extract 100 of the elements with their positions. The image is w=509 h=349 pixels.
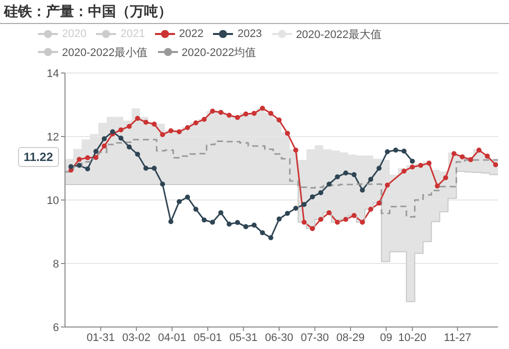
point: [85, 155, 90, 160]
point: [384, 149, 390, 154]
point: [193, 120, 198, 126]
point: [268, 235, 274, 240]
x-tick-label: 10-20: [398, 332, 426, 344]
point: [276, 216, 282, 222]
point: [352, 172, 357, 178]
point: [168, 128, 174, 134]
point: [310, 194, 315, 200]
point: [293, 148, 298, 153]
legend-label: 2023: [237, 28, 262, 40]
point: [202, 218, 207, 223]
point: [484, 154, 490, 159]
x-tick-label: 11-27: [444, 332, 472, 344]
point: [268, 110, 274, 116]
point: [343, 216, 348, 222]
point: [302, 220, 307, 225]
point: [68, 164, 74, 170]
point: [168, 219, 174, 224]
x-tick-label: 09: [380, 332, 392, 344]
legend-label: 2020-2022最小值: [62, 46, 148, 60]
point: [234, 114, 240, 120]
point: [360, 220, 365, 225]
point: [318, 216, 324, 222]
point: [135, 152, 140, 157]
x-tick-label: 03-02: [122, 332, 150, 344]
point: [135, 116, 140, 121]
point: [476, 148, 482, 153]
point: [76, 162, 82, 168]
point: [234, 220, 240, 226]
point: [443, 175, 448, 180]
point: [326, 210, 332, 216]
point: [143, 166, 148, 171]
point: [210, 220, 216, 225]
y-tick-label: 8: [52, 258, 59, 270]
point: [218, 210, 224, 216]
point: [226, 222, 232, 227]
point: [334, 174, 340, 180]
point: [126, 144, 132, 150]
point: [468, 157, 474, 162]
point: [284, 210, 290, 216]
point: [318, 190, 324, 196]
point: [102, 144, 107, 149]
point: [434, 184, 440, 189]
point: [393, 148, 398, 153]
x-tick-label: 08-29: [336, 332, 365, 344]
point: [368, 176, 374, 182]
point: [260, 106, 265, 111]
point: [252, 110, 257, 116]
point: [426, 160, 432, 166]
point: [143, 120, 148, 125]
point: [334, 220, 340, 225]
point: [126, 124, 132, 129]
point: [360, 188, 365, 193]
point: [460, 154, 465, 160]
point: [368, 206, 374, 212]
y-tick-label: 6: [52, 322, 59, 334]
chart-title: 硅铁：产量：中国（万吨）: [0, 0, 509, 24]
point: [451, 151, 456, 156]
point: [93, 154, 98, 160]
point: [310, 226, 315, 232]
point: [276, 117, 282, 122]
point: [493, 162, 498, 168]
point: [410, 158, 415, 164]
point: [102, 136, 107, 142]
x-tick-label: 05-31: [229, 332, 258, 344]
point: [226, 112, 232, 118]
point: [252, 222, 257, 228]
point: [176, 199, 182, 204]
legend-label: 2020-2022均值: [182, 46, 256, 60]
y-tick-label: 10: [46, 194, 59, 207]
x-tick-label: 01-31: [86, 332, 115, 344]
x-tick-label: 07-30: [300, 332, 329, 344]
legend-label: 2020-2022最大值: [296, 28, 382, 42]
point: [185, 194, 190, 200]
point: [118, 127, 124, 132]
y-tick-label: 14: [46, 68, 59, 80]
point: [152, 166, 157, 171]
text: 11.22: [18, 147, 59, 167]
point: [384, 182, 390, 188]
point: [202, 116, 207, 122]
point: [193, 206, 198, 212]
point: [185, 125, 190, 130]
point: [352, 213, 357, 218]
point: [410, 164, 415, 170]
point: [376, 166, 382, 171]
point: [243, 111, 248, 116]
point: [118, 136, 124, 141]
point: [176, 129, 182, 134]
point: [93, 148, 98, 154]
point: [210, 108, 216, 114]
point: [76, 156, 82, 162]
point: [418, 162, 424, 168]
point: [160, 132, 166, 138]
x-tick-label: 06-30: [265, 332, 294, 344]
point: [284, 130, 290, 136]
point: [402, 168, 407, 174]
x-tick-label: 04-01: [158, 332, 186, 344]
point: [243, 224, 248, 230]
point: [160, 182, 166, 187]
